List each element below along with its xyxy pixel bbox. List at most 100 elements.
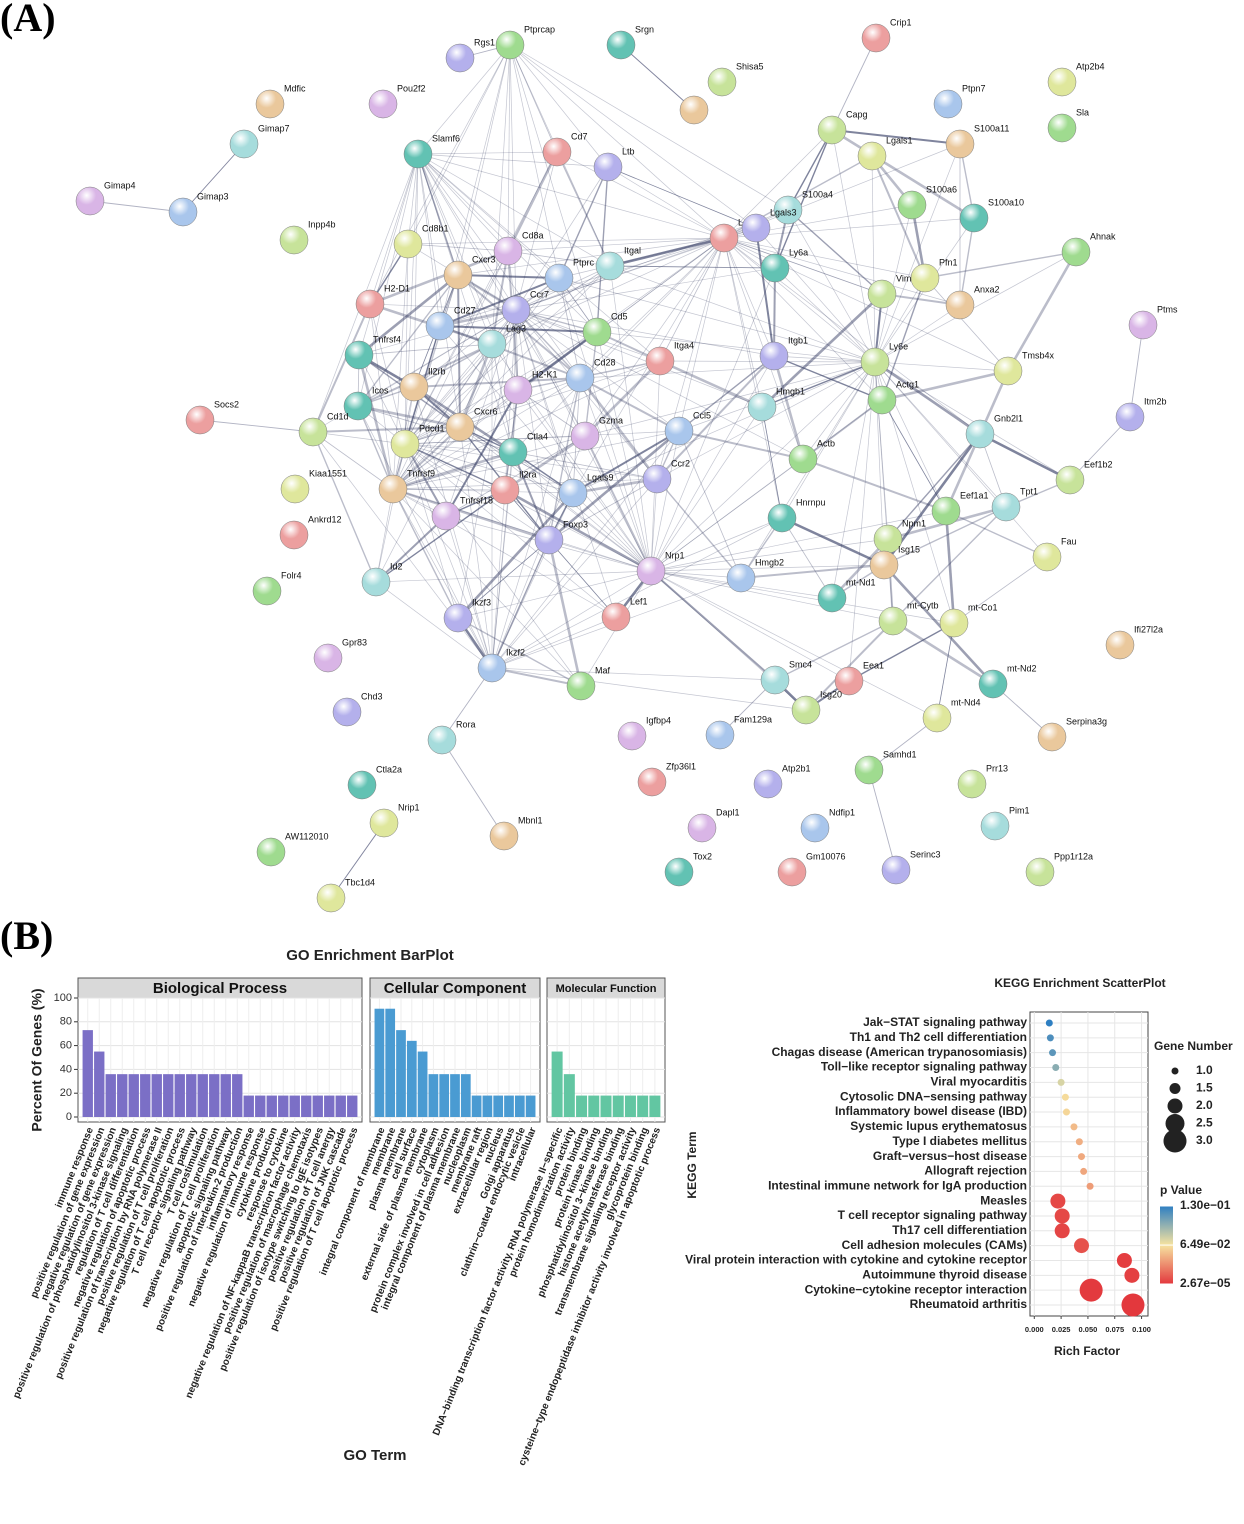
y-tick-label: Intestinal immune network for IgA produc… [768,1178,1027,1192]
node-label: Ndfip1 [829,807,855,817]
edge [457,237,725,276]
node-label: Ppp1r12a [1054,851,1093,861]
bar [243,1095,254,1117]
edge [548,430,680,541]
protein-node [857,141,887,171]
y-tick-label: Chagas disease (American trypanosomiasis… [772,1045,1027,1059]
node-label: Ly6e [889,341,908,351]
edge [392,450,514,491]
edge [506,151,559,252]
y-tick-label: Systemic lupus erythematosus [850,1119,1027,1133]
edge [491,667,807,711]
edge [491,478,658,669]
protein-node [542,137,572,167]
bar [576,1095,588,1117]
edge [375,489,506,583]
edge [392,331,598,490]
edge [417,44,511,155]
edge [584,435,652,572]
bar [563,1074,575,1117]
edge [404,331,598,445]
x-axis-title: GO Term [343,1447,406,1464]
bar [220,1074,231,1117]
node-label: Nrp1 [665,550,685,560]
edge [607,166,725,239]
protein-node [965,419,995,449]
edge [404,443,550,541]
edge [517,389,652,572]
y-tick-label: Inflammatory bowel disease (IBD) [835,1104,1027,1118]
edge [620,44,695,111]
edge [596,331,876,363]
node-label: Actb [817,438,835,448]
node-label: mt-Nd4 [951,697,981,707]
edge [375,581,493,669]
bar [612,1095,624,1117]
edge [404,243,409,445]
node-label: Lef1 [630,596,648,606]
protein-node [753,769,783,799]
protein-node [361,567,391,597]
edge [979,432,1071,482]
chart-title: KEGG Enrichment ScatterPlot [994,976,1165,990]
y-tick-label: 60 [60,1040,72,1052]
protein-node [1047,113,1077,143]
node-label: Lgals3 [770,207,797,217]
edge [802,361,876,460]
protein-node [369,808,399,838]
edge [404,443,582,687]
node-label: Icos [372,385,389,395]
edge [375,488,394,583]
edge [772,355,805,460]
node-label: Ctla2a [376,764,402,774]
node-label: Tnfrsf9 [407,468,435,478]
legend-label: 1.30e−01 [1180,1198,1231,1212]
edge [457,617,582,687]
edge [515,166,609,311]
node-label: Ahnak [1090,231,1116,241]
bar [460,1074,471,1117]
edge [509,44,757,229]
node-label: Cd8b1 [422,223,449,233]
edge [404,443,574,494]
bar [324,1095,335,1117]
node-label: Il2ra [519,469,537,479]
node-label: Ptprcap [524,24,555,34]
edge [413,153,419,388]
edge [656,478,742,579]
node-label: S100a4 [802,189,833,199]
edge [413,343,493,388]
edge [848,361,876,682]
edge [357,405,394,490]
node-label: Folr4 [281,570,302,580]
edge [515,309,617,618]
node-label: Itga4 [674,340,694,350]
node-label: Gimap4 [104,180,136,190]
edge [678,237,725,432]
protein-node [860,347,890,377]
edge [805,620,894,711]
panel-label: (B) [0,913,53,958]
edge [509,44,789,211]
protein-node [800,813,830,843]
edge [392,265,611,490]
node-label: Maf [595,665,611,675]
edge [596,166,609,333]
bar [428,1074,439,1117]
node-label: Serinc3 [910,849,941,859]
edge [507,237,725,252]
facet-title: Molecular Function [556,983,657,995]
bar [600,1095,612,1117]
protein-node [978,669,1008,699]
edge [650,267,776,572]
protein-node [834,666,864,696]
edge [182,143,245,213]
protein-node [445,412,475,442]
edge [774,267,876,363]
edge [515,309,574,494]
bar [417,1051,428,1117]
node-label: Shisa5 [736,61,764,71]
protein-node [945,129,975,159]
edge [874,360,981,436]
bar [312,1095,323,1117]
